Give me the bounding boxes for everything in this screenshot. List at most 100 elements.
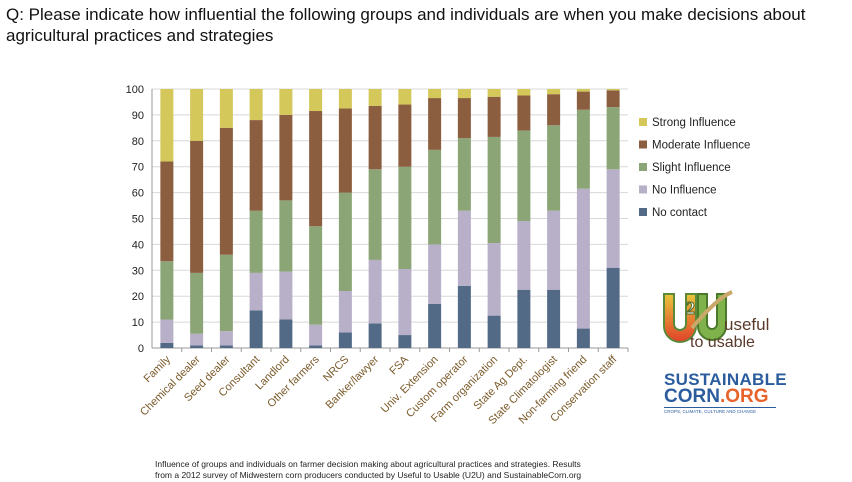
x-tick-label: Banker/lawyer (323, 353, 381, 411)
bar-segment (190, 333, 204, 346)
bar-segment (606, 89, 620, 91)
bar-segment (398, 104, 412, 167)
bar-segment (576, 91, 590, 110)
bar-segment (219, 331, 233, 346)
legend-label: Strong Influence (652, 117, 736, 129)
svg-text:to usable: to usable (690, 334, 755, 350)
bar-segment (547, 289, 561, 348)
bar-segment (547, 125, 561, 211)
y-tick-label: 100 (126, 84, 144, 96)
legend-label: Slight Influence (652, 162, 731, 174)
logo-corn: CORN (664, 386, 720, 407)
bar-segment (487, 136, 501, 244)
bar-segment (517, 95, 531, 131)
bar-segment (338, 291, 352, 333)
x-tick-label: FSA (387, 353, 411, 377)
bar-segment (487, 243, 501, 316)
bar-segment (338, 192, 352, 292)
bar-segment (428, 98, 442, 150)
bar-segment (368, 89, 382, 106)
y-tick-label: 20 (132, 291, 144, 303)
x-tick-label: Other farmers (265, 353, 322, 410)
bar-segment (487, 315, 501, 348)
bar-segment (457, 210, 471, 286)
bar-segment (190, 140, 204, 273)
bar-segment (279, 200, 293, 272)
chart-caption: Influence of groups and individuals on f… (155, 459, 581, 481)
logo-tagline: CROPS, CLIMATE, CULTURE AND CHANGE (664, 407, 776, 414)
legend-swatch (639, 163, 647, 171)
y-tick-label: 50 (132, 214, 144, 226)
bar-segment (309, 89, 323, 112)
bar-segment (368, 259, 382, 324)
bar-segment (368, 105, 382, 170)
bar-segment (576, 89, 590, 92)
bar-segment (219, 127, 233, 255)
bar-segment (309, 111, 323, 227)
bar-segment (338, 108, 352, 193)
bar-segment (606, 90, 620, 108)
bar-segment (249, 272, 263, 311)
legend-label: Moderate Influence (652, 140, 750, 152)
bar-segment (190, 272, 204, 334)
bar-segment (190, 89, 204, 141)
logo-org: .ORG (719, 386, 769, 407)
bar-segment (309, 345, 323, 348)
legend-swatch (639, 185, 647, 194)
bar-segment (487, 89, 501, 97)
bar-segment (309, 226, 323, 325)
bar-segment (160, 261, 174, 320)
bar-segment (190, 345, 204, 348)
bar-segment (517, 221, 531, 290)
sustainable-corn-logo: SUSTAINABLE CORN.ORG CROPS, CLIMATE, CUL… (664, 370, 787, 414)
bar-segment (160, 161, 174, 262)
bar-segment (487, 96, 501, 137)
y-tick-label: 80 (132, 136, 144, 148)
bar-segment (279, 319, 293, 348)
bar-segment (428, 303, 442, 348)
legend-swatch (639, 140, 647, 149)
bar-segment (368, 169, 382, 260)
caption-line-1: Influence of groups and individuals on f… (155, 459, 581, 469)
bar-segment (249, 210, 263, 273)
bar-segment (279, 271, 293, 320)
bar-segment (160, 89, 174, 162)
y-tick-label: 0 (138, 343, 144, 355)
bar-segment (398, 269, 412, 336)
bar-segment (219, 345, 233, 348)
svg-text:2: 2 (686, 298, 695, 318)
bar-segment (368, 323, 382, 348)
bar-segment (606, 267, 620, 348)
bar-segment (279, 114, 293, 201)
bar-segment (457, 98, 471, 139)
bar-segment (457, 89, 471, 99)
y-tick-label: 70 (132, 162, 144, 174)
bar-segment (338, 332, 352, 348)
y-tick-label: 10 (132, 317, 144, 329)
y-tick-label: 90 (132, 110, 144, 122)
logo-text-2: CORN.ORG (664, 386, 776, 407)
bar-segment (517, 130, 531, 222)
y-tick-label: 30 (132, 265, 144, 277)
u2u-logo: 2 useful to usable (662, 288, 782, 350)
bar-segment (428, 89, 442, 99)
bar-segment (457, 138, 471, 211)
legend-swatch (639, 118, 647, 126)
bar-segment (398, 89, 412, 105)
bar-segment (547, 89, 561, 95)
bar-segment (398, 335, 412, 348)
legend-label: No contact (652, 207, 708, 219)
caption-line-2: from a 2012 survey of Midwestern corn pr… (155, 470, 582, 480)
bar-segment (428, 244, 442, 304)
y-tick-label: 40 (132, 239, 144, 251)
bar-segment (606, 169, 620, 268)
bar-segment (517, 89, 531, 96)
logo-text: SUSTAINABLE (664, 370, 787, 389)
bar-segment (249, 310, 263, 348)
bar-segment (457, 285, 471, 348)
bar-segment (249, 89, 263, 121)
bar-segment (160, 319, 174, 343)
bar-segment (428, 149, 442, 245)
bar-segment (160, 342, 174, 348)
bar-segment (219, 254, 233, 332)
